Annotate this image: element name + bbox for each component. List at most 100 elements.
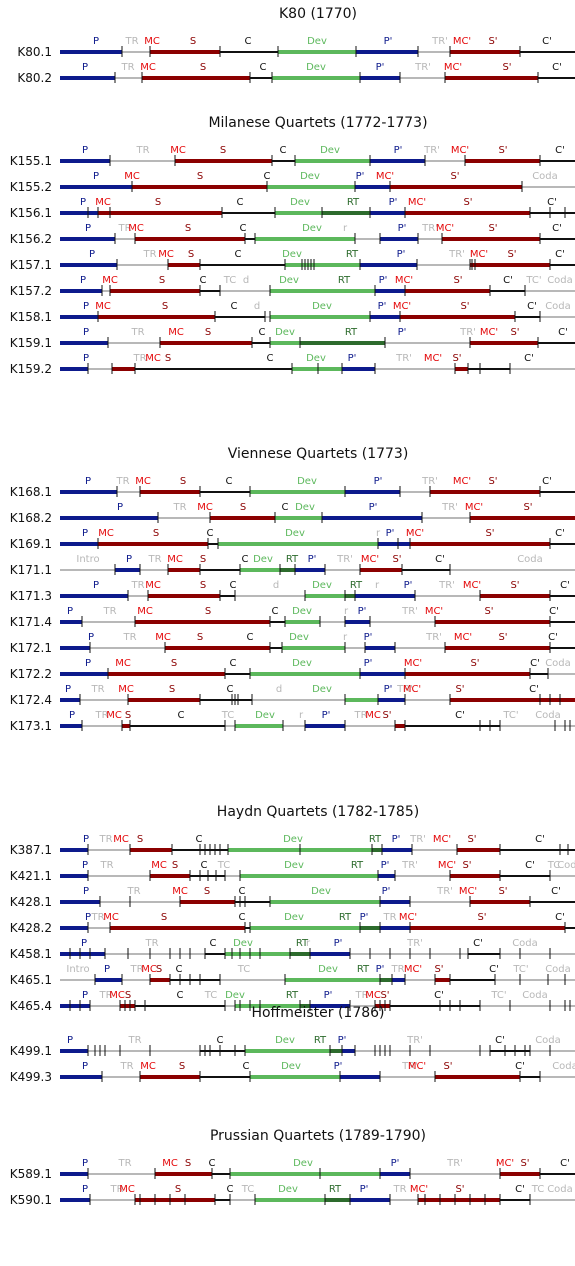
segment-c [222,212,275,214]
section-label: d [276,684,282,695]
segment-p [305,724,345,728]
section-label: TR' [401,606,418,617]
section-label: C [207,528,214,539]
segment-p [60,848,88,852]
segment-t [495,979,575,981]
section-label: TR [120,62,134,73]
section-label: S' [392,554,401,565]
section-label: TR [142,249,156,260]
segment-t [480,1005,575,1007]
segment-c [390,1005,480,1007]
section-label: S' [452,353,461,364]
section-label: MC' [453,476,471,487]
segment-p [60,698,80,702]
section-label: MC' [410,1184,428,1195]
section-label: P [82,990,88,1001]
section-label: P [126,554,132,565]
segment-s [465,159,540,163]
row-label: K155.1 [10,154,52,168]
section-label: Dev [292,606,312,617]
section-label: C [280,145,287,156]
segment-t [88,1173,155,1175]
section-label: S' [520,1158,529,1169]
segment-c [520,51,575,53]
section-label: C [239,912,246,923]
section-label: S [153,528,159,539]
section-label: Dev [320,145,340,156]
section-label: P [93,36,99,47]
segment-c [500,849,575,851]
segment-s [405,672,530,676]
section-label: MC [124,171,140,182]
segment-t [540,1076,575,1078]
segment-t [117,264,168,266]
section-label: TR' [401,1061,418,1072]
section-label: P' [364,632,373,643]
segment-s [390,185,522,189]
segment-t [88,927,110,929]
section-label: Coda [545,301,571,312]
segment-t [415,595,480,597]
segment-s [122,724,130,728]
section-label: TR [382,912,396,923]
section-label: TR' [431,36,448,47]
section-label: P' [376,964,385,975]
segment-c [520,1076,540,1078]
section-label: MC [140,1061,156,1072]
section-label: P [82,1158,88,1169]
segment-s [98,315,215,319]
section-label: RT [357,964,370,975]
segment-c [538,342,575,344]
section-label: MC [170,145,186,156]
segment-p [60,50,122,54]
section-label: C [230,658,237,669]
section-label: C' [555,249,565,260]
segment-s [360,568,402,572]
section-label: MC' [424,353,442,364]
row-label: K159.1 [10,336,52,350]
segment-t [88,875,150,877]
section-label: C [210,938,217,949]
segment-p [60,490,117,494]
section-label: MC' [406,528,424,539]
segment-c [402,569,450,571]
section-label: MC [155,632,171,643]
segment-s [98,211,222,215]
section-label: Coda [512,938,538,949]
section-label: Dev [295,502,315,513]
segment-rt [360,926,380,930]
section-label: S [188,249,194,260]
section-label: Coda [547,1184,573,1195]
segment-rt [322,211,370,215]
section-label: S' [488,36,497,47]
segment-p [380,1172,410,1176]
segment-s [450,50,520,54]
section-label: Dev [284,860,304,871]
section-label: TR' [396,684,413,695]
section-label: C' [515,1061,525,1072]
segment-s [150,874,190,878]
section-label: Dev [278,1184,298,1195]
section-label: RT [369,834,382,845]
segment-s [140,490,200,494]
segment-rt [380,978,392,982]
section-label: P [82,145,88,156]
section-label: RT [346,249,359,260]
segment-t [417,264,470,266]
segment-s [175,159,272,163]
segment-p [95,978,122,982]
section-label: MC' [395,275,413,286]
segment-t [225,875,240,877]
group-title: Prussian Quartets (1789-1790) [210,1128,426,1144]
segment-t [355,238,380,240]
segment-t [88,368,112,370]
segment-p [380,237,418,241]
section-label: C' [524,353,534,364]
section-label: S' [510,580,519,591]
segment-c [135,1005,225,1007]
section-label: TR [124,36,138,47]
section-label: S' [450,171,459,182]
section-label: d [243,275,249,286]
row-label: K172.1 [10,641,52,655]
section-label: C' [551,886,561,897]
